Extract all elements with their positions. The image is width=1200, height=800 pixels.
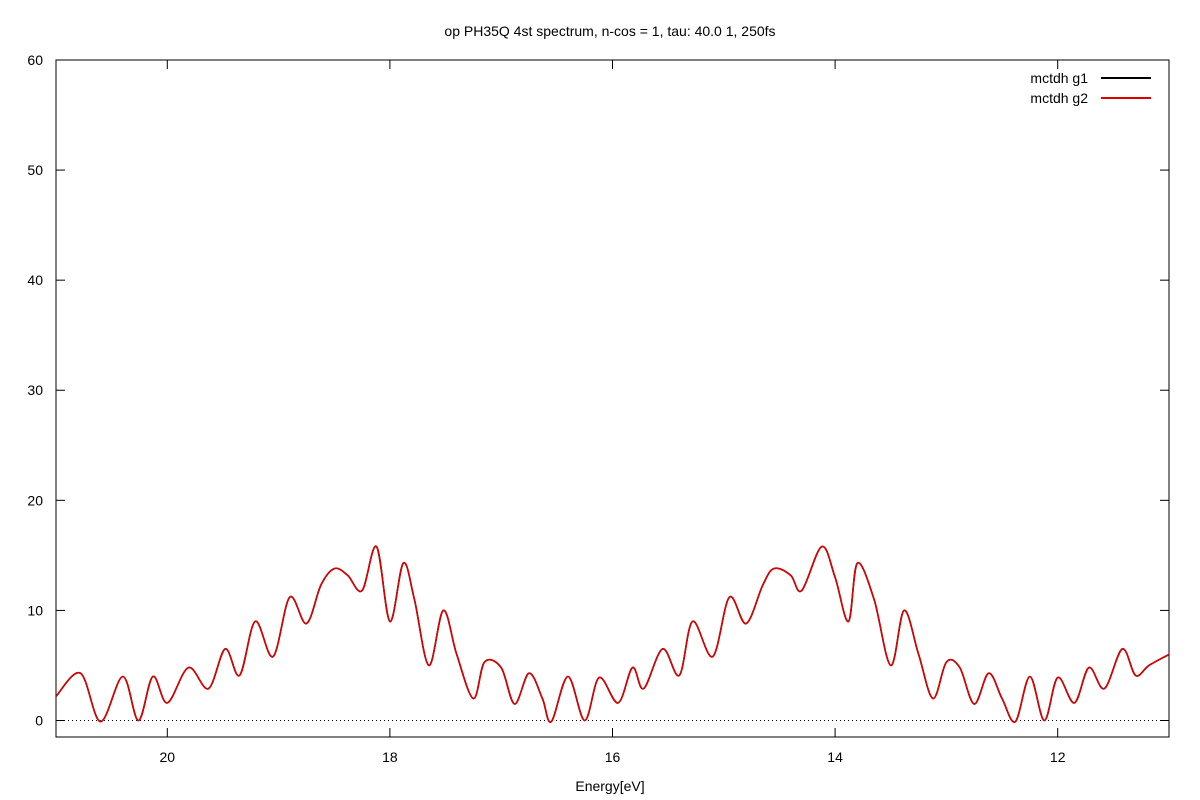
y-tick-label: 0 xyxy=(35,712,43,728)
x-axis-label: Energy[eV] xyxy=(575,778,644,794)
legend: mctdh g1 mctdh g2 xyxy=(1030,70,1151,106)
y-tick-label: 20 xyxy=(27,492,43,508)
series-line-2 xyxy=(56,545,1169,723)
y-tick-label: 40 xyxy=(27,272,43,288)
x-tick-label: 16 xyxy=(605,749,621,765)
chart-title: op PH35Q 4st spectrum, n-cos = 1, tau: 4… xyxy=(444,23,775,39)
axes: 0 10 20 30 40 50 60 20 18 16 14 12 xyxy=(27,52,1170,765)
series-lines xyxy=(56,545,1169,723)
plot-frame xyxy=(55,59,1170,738)
legend-label: mctdh g1 xyxy=(1030,70,1088,86)
y-tick-label: 60 xyxy=(27,52,43,68)
x-tick-label: 14 xyxy=(827,749,843,765)
x-tick-label: 12 xyxy=(1050,749,1066,765)
y-tick-label: 30 xyxy=(27,382,43,398)
legend-label: mctdh g2 xyxy=(1030,90,1088,106)
x-tick-label: 20 xyxy=(160,749,176,765)
y-tick-label: 50 xyxy=(27,162,43,178)
x-tick-label: 18 xyxy=(382,749,398,765)
y-tick-label: 10 xyxy=(27,602,43,618)
